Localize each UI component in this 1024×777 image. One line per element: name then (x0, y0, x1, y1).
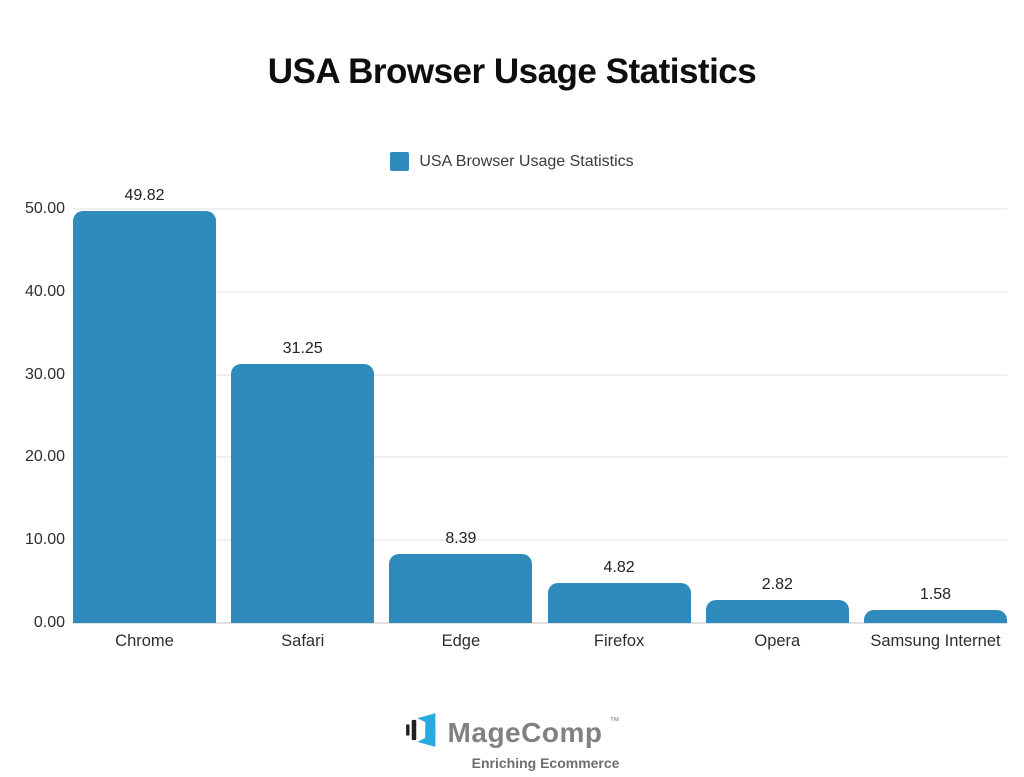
x-category-label: Safari (281, 632, 325, 650)
x-axis-line (73, 622, 1007, 624)
bar-safari (231, 364, 375, 623)
brand-name: MageComp (447, 716, 603, 748)
brand-tagline: Enriching Ecommerce (471, 755, 620, 771)
bar-value-label: 1.58 (919, 585, 952, 603)
footer-logo: MageComp ™ Enriching Ecommerce (0, 712, 1024, 771)
bar-opera (705, 599, 849, 623)
legend: USA Browser Usage Statistics (0, 152, 1024, 171)
y-tick-label: 20.00 (24, 448, 65, 466)
gridline (73, 539, 1007, 542)
gridline (73, 373, 1007, 376)
bar-value-label: 31.25 (282, 340, 323, 358)
plot-area: 0.00 10.00 20.00 30.00 40.00 50.00 49.82 Chrome… (25, 187, 1007, 650)
bar-samsung-internet (864, 609, 1007, 623)
y-tick-label: 10.00 (24, 531, 65, 549)
x-category-label: Opera (754, 632, 801, 650)
legend-swatch (390, 152, 410, 171)
gridline (73, 208, 1007, 210)
chart-title: USA Browser Usage Statistics (267, 52, 757, 91)
bar-value-label: 4.82 (603, 559, 635, 577)
y-tick-label: 30.00 (24, 365, 65, 383)
magecomp-logo-icon (405, 712, 441, 753)
gridline (73, 456, 1007, 459)
y-tick-label: 50.00 (24, 200, 65, 217)
gridline (73, 290, 1007, 293)
x-category-label: Edge (441, 632, 481, 650)
x-category-label: Samsung Internet (870, 632, 1001, 650)
bar-firefox (547, 583, 691, 623)
bar-value-label: 2.82 (761, 575, 793, 593)
bar-value-label: 49.82 (124, 186, 165, 204)
y-tick-label: 0.00 (33, 614, 65, 631)
y-tick-label: 40.00 (24, 282, 65, 300)
x-category-label: Chrome (115, 632, 174, 650)
bar-edge (389, 553, 533, 623)
x-category-label: Firefox (593, 632, 645, 650)
bar-chrome (73, 210, 216, 623)
bar-value-label: 8.39 (445, 529, 477, 547)
logo-row: MageComp ™ (405, 712, 620, 753)
legend-label: USA Browser Usage Statistics (419, 152, 634, 170)
logo-block: MageComp ™ Enriching Ecommerce (405, 712, 620, 771)
brand-trademark: ™ (609, 716, 620, 727)
